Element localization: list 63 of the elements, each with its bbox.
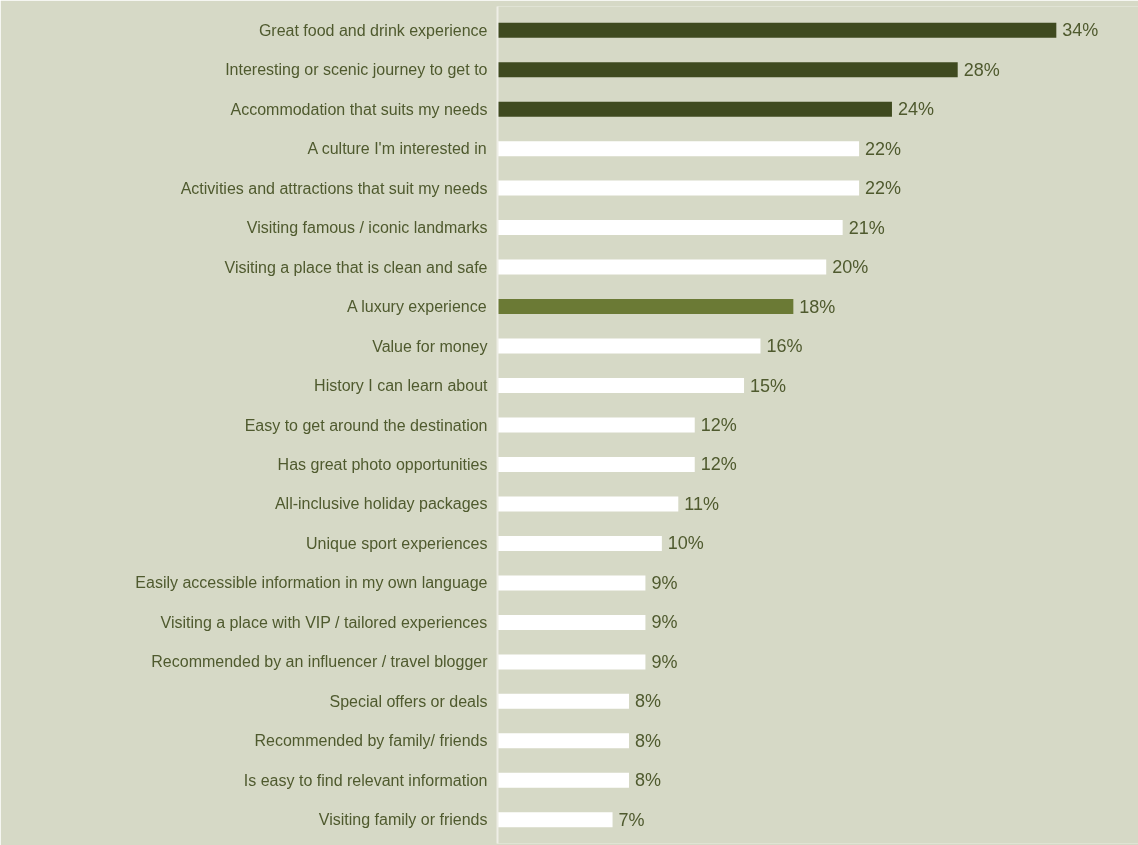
- data-label: 9%: [651, 612, 678, 633]
- bar: [497, 22, 1057, 38]
- data-label: 22%: [865, 178, 902, 199]
- y-tick-label: Recommended by an influencer / travel blogger: [151, 653, 489, 671]
- bar: [497, 733, 629, 749]
- data-label: 16%: [766, 336, 803, 357]
- y-tick-label: A culture I'm interested in: [307, 140, 487, 158]
- data-label: 9%: [651, 651, 678, 672]
- data-label: 12%: [700, 415, 737, 435]
- bar: [497, 772, 629, 788]
- data-label: 7%: [618, 809, 645, 830]
- bar: [497, 614, 646, 630]
- bar: [497, 101, 892, 117]
- y-tick-label: Accommodation that suits my needs: [230, 100, 488, 118]
- y-tick-label: Visiting a place with VIP / tailored experiences: [160, 613, 488, 631]
- data-label: 10%: [667, 533, 704, 554]
- data-label: 8%: [634, 730, 661, 751]
- bar: [497, 378, 745, 394]
- bar: [497, 456, 695, 472]
- y-tick-label: Value for money: [372, 337, 488, 355]
- data-label: 8%: [634, 691, 661, 712]
- y-tick-label: A luxury experience: [346, 298, 487, 316]
- data-label: 28%: [963, 59, 1000, 80]
- data-label: 24%: [897, 99, 934, 120]
- y-tick-label: Interesting or scenic journey to get to: [225, 61, 488, 79]
- y-tick-label: Visiting family or friends: [318, 811, 488, 829]
- bar: [497, 693, 629, 709]
- bar: [497, 812, 613, 828]
- bar: [497, 259, 827, 275]
- y-tick-label: Great food and drink experience: [258, 21, 488, 39]
- bar: [497, 180, 860, 196]
- y-tick-label: Easy to get around the destination: [244, 416, 488, 434]
- bar: [497, 141, 860, 157]
- data-label: 12%: [700, 454, 737, 475]
- y-tick-label: Has great photo opportunities: [277, 455, 488, 473]
- bar: [497, 220, 843, 236]
- bar: [497, 575, 646, 591]
- y-tick-label: Special offers or deals: [329, 692, 488, 710]
- bar: [497, 535, 662, 551]
- bar: [497, 338, 761, 354]
- y-tick-label: Visiting famous / iconic landmarks: [246, 219, 488, 237]
- data-label: 8%: [634, 770, 661, 791]
- data-label: 21%: [848, 217, 885, 238]
- data-label: 34%: [1062, 20, 1099, 41]
- bar: [497, 417, 695, 433]
- data-label: 15%: [750, 375, 787, 396]
- data-label: 9%: [651, 572, 678, 593]
- bar: [497, 62, 958, 78]
- data-label: 22%: [865, 138, 902, 159]
- bar: [497, 654, 646, 670]
- data-label: 20%: [832, 257, 869, 278]
- bar: [497, 299, 794, 315]
- y-tick-label: Easily accessible information in my own language: [135, 574, 488, 592]
- y-tick-label: All-inclusive holiday packages: [274, 495, 488, 513]
- y-tick-label: Recommended by family/ friends: [254, 732, 488, 750]
- y-tick-label: Activities and attractions that suit my needs: [180, 179, 488, 197]
- data-label: 11%: [684, 493, 719, 514]
- data-label: 18%: [799, 296, 836, 317]
- y-tick-label: History I can learn about: [314, 377, 489, 395]
- y-tick-label: Visiting a place that is clean and safe: [224, 258, 488, 276]
- y-tick-label: Unique sport experiences: [306, 534, 488, 552]
- y-tick-label: Is easy to find relevant information: [243, 771, 488, 789]
- bar: [497, 496, 679, 512]
